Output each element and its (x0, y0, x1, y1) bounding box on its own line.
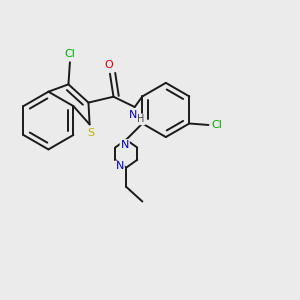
Text: Cl: Cl (64, 49, 75, 59)
Text: N: N (121, 140, 129, 150)
Text: H: H (137, 114, 145, 124)
Text: N: N (116, 161, 124, 172)
Text: S: S (88, 128, 94, 138)
Text: N: N (129, 110, 137, 120)
Text: O: O (104, 61, 113, 70)
Text: Cl: Cl (211, 120, 222, 130)
